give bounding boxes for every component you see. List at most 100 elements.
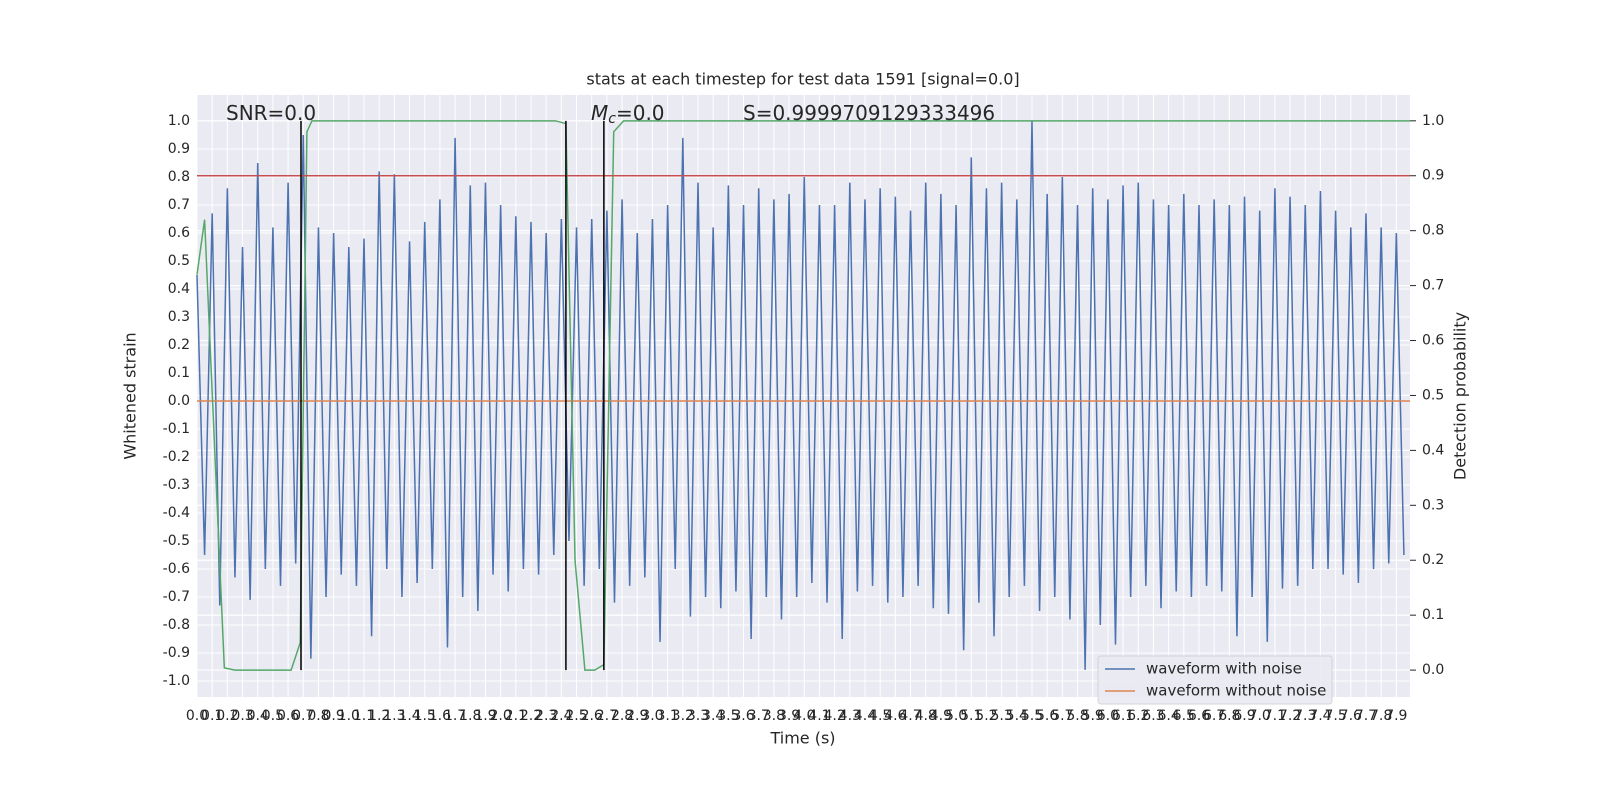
x-tick-label: 4.2 (823, 708, 845, 724)
legend-label: waveform without noise (1146, 682, 1326, 700)
x-tick-label: 3.5 (717, 708, 739, 724)
x-tick-label: 2.4 (550, 708, 572, 724)
x-tick-label: 7.9 (1385, 708, 1407, 724)
y-tick-label: -0.6 (163, 561, 190, 577)
y-tick-label: 0.1 (168, 365, 190, 381)
y-tick-label: 0.7 (168, 197, 190, 213)
x-tick-label: 5.2 (975, 708, 997, 724)
x-tick-label: 5.1 (960, 708, 982, 724)
x-tick-label: 3.4 (702, 708, 724, 724)
x-tick-label: 0.3 (231, 708, 253, 724)
x-axis-label: Time (s) (769, 729, 835, 748)
x-tick-label: 4.9 (930, 708, 952, 724)
x-tick-label: 1.0 (338, 708, 360, 724)
x-tick-label: 4.1 (808, 708, 830, 724)
x-tick-label: 1.2 (368, 708, 390, 724)
y-tick-label: 1.0 (168, 113, 190, 129)
y-tick-label: 0.6 (168, 225, 190, 241)
probability-line (196, 120, 1410, 671)
x-tick-label: 1.5 (414, 708, 436, 724)
x-tick-label: 6.1 (1112, 708, 1134, 724)
x-tick-label: 2.7 (596, 708, 618, 724)
x-tick-label: 4.6 (884, 708, 906, 724)
y-tick-label: -1.0 (163, 673, 190, 689)
x-tick-label: 5.0 (945, 708, 967, 724)
y2-tick-label: 0.1 (1422, 607, 1444, 623)
x-tick-label: 0.1 (201, 708, 223, 724)
x-tick-label: 2.8 (611, 708, 633, 724)
x-tick-label: 5.5 (1021, 708, 1043, 724)
y-tick-label: -0.7 (163, 589, 190, 605)
y-tick-label: 0.5 (168, 253, 190, 269)
y2-tick-label: 0.0 (1422, 662, 1444, 678)
x-tick-label: 7.7 (1355, 708, 1377, 724)
x-tick-label: 3.8 (763, 708, 785, 724)
x-tick-label: 2.5 (565, 708, 587, 724)
y-tick-label: -0.5 (163, 533, 190, 549)
y-tick-label: -0.4 (163, 505, 190, 521)
y-tick-label: 0.0 (168, 393, 190, 409)
y-tick-label: 0.4 (168, 281, 190, 297)
x-tick-label: 0.0 (186, 708, 208, 724)
x-tick-label: 3.3 (687, 708, 709, 724)
x-tick-label: 5.4 (1006, 708, 1028, 724)
x-tick-label: 6.2 (1127, 708, 1149, 724)
y2-axis-label: Detection probability (1451, 312, 1470, 480)
x-tick-label: 4.4 (854, 708, 876, 724)
x-tick-label: 3.7 (748, 708, 770, 724)
y-tick-label: 0.2 (168, 337, 190, 353)
y2-tick-label: 0.2 (1422, 552, 1444, 568)
x-tick-label: 5.6 (1036, 708, 1058, 724)
x-tick-label: 0.8 (307, 708, 329, 724)
y2-tick-label: 0.6 (1422, 333, 1444, 349)
y-tick-label: 0.8 (168, 169, 190, 185)
annotation-text: S=0.9999709129333496 (743, 101, 995, 125)
x-tick-label: 1.4 (398, 708, 420, 724)
x-tick-label: 1.8 (459, 708, 481, 724)
x-tick-label: 0.6 (277, 708, 299, 724)
x-tick-label: 4.3 (839, 708, 861, 724)
y2-tick-label: 0.7 (1422, 278, 1444, 294)
y-tick-label: 0.3 (168, 309, 190, 325)
annotation-text: M (591, 101, 608, 125)
x-tick-label: 5.7 (1051, 708, 1073, 724)
annotation-suffix: =0.0 (616, 101, 665, 125)
x-tick-label: 3.6 (732, 708, 754, 724)
y-tick-label: -0.9 (163, 645, 190, 661)
x-tick-label: 7.4 (1309, 708, 1331, 724)
x-tick-label: 7.1 (1264, 708, 1286, 724)
y-tick-label: -0.1 (163, 421, 190, 437)
x-tick-label: 0.4 (247, 708, 269, 724)
x-tick-label: 1.1 (353, 708, 375, 724)
x-tick-label: 6.0 (1097, 708, 1119, 724)
x-tick-label: 3.0 (641, 708, 663, 724)
x-tick-label: 2.3 (535, 708, 557, 724)
x-tick-label: 3.2 (672, 708, 694, 724)
x-tick-label: 7.2 (1279, 708, 1301, 724)
y-tick-label: -0.3 (163, 477, 190, 493)
x-tick-label: 7.0 (1249, 708, 1271, 724)
x-tick-label: 3.1 (656, 708, 678, 724)
x-tick-label: 2.6 (581, 708, 603, 724)
x-tick-label: 6.3 (1142, 708, 1164, 724)
y-tick-label: -0.8 (163, 617, 190, 633)
x-tick-label: 0.9 (323, 708, 345, 724)
x-tick-label: 1.6 (429, 708, 451, 724)
annotation-text: SNR=0.0 (226, 101, 316, 125)
x-tick-label: 6.4 (1157, 708, 1179, 724)
x-tick-label: 7.3 (1294, 708, 1316, 724)
x-tick-label: 4.8 (915, 708, 937, 724)
y2-tick-label: 0.9 (1422, 168, 1444, 184)
x-tick-label: 0.7 (292, 708, 314, 724)
x-tick-label: 2.0 (489, 708, 511, 724)
y-tick-label: -0.2 (163, 449, 190, 465)
x-tick-label: 2.1 (505, 708, 527, 724)
y2-tick-label: 0.5 (1422, 387, 1444, 403)
legend-label: waveform with noise (1146, 660, 1302, 678)
x-tick-label: 7.8 (1370, 708, 1392, 724)
y2-tick-label: 0.3 (1422, 497, 1444, 513)
x-tick-label: 1.9 (474, 708, 496, 724)
chart-title: stats at each timestep for test data 159… (586, 70, 1019, 89)
x-tick-label: 1.7 (444, 708, 466, 724)
